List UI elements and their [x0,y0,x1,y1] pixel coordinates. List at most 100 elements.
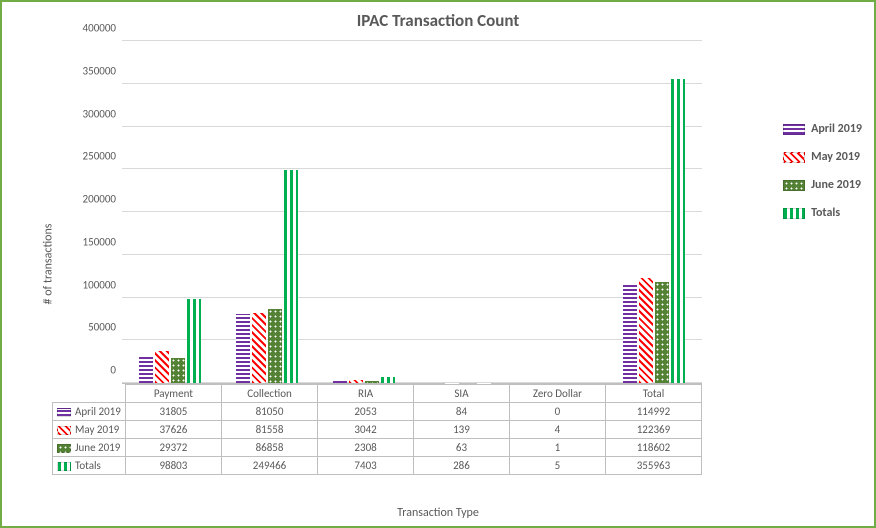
y-tick-label: 150000 [66,235,116,248]
gridline [122,40,702,41]
row-label: Totals [75,459,101,472]
table-column-header: Zero Dollar [509,385,605,403]
table-cell: 2308 [318,439,414,457]
bar [187,299,201,383]
row-label: April 2019 [75,405,121,418]
table-column-header: Payment [125,385,221,403]
legend-swatch [783,180,805,191]
chart-container: IPAC Transaction Count # of transactions… [0,0,876,528]
y-tick-label: 50000 [66,321,116,334]
gridline [122,83,702,84]
table-cell: 122369 [605,421,701,439]
legend-item: May 2019 [783,150,862,164]
table-corner-cell [53,385,126,403]
table-row: May 2019 376268155830421394122369 [53,421,702,439]
row-swatch [57,426,71,435]
y-tick-label: 300000 [66,107,116,120]
row-label: May 2019 [75,423,119,436]
table-row: April 2019 31805810502053840114992 [53,403,702,421]
table-cell: 4 [509,421,605,439]
bar [381,377,395,383]
x-axis-label: Transaction Type [2,506,874,520]
y-tick-label: 100000 [66,278,116,291]
bar [349,380,363,383]
gridline [122,339,702,340]
legend-swatch [783,208,805,219]
bar [365,381,379,383]
table-cell: 118602 [605,439,701,457]
legend-label: May 2019 [811,150,860,164]
gridline [122,126,702,127]
row-swatch [57,462,71,471]
row-label: June 2019 [75,441,120,454]
table-row-header: April 2019 [53,403,126,421]
row-swatch [57,408,71,417]
legend-label: Totals [811,206,840,220]
table-column-header: Collection [221,385,317,403]
legend-label: June 2019 [811,178,861,192]
table-cell: 0 [509,403,605,421]
legend-swatch [783,152,805,163]
legend-label: April 2019 [811,122,862,136]
table-cell: 2053 [318,403,414,421]
bar [171,358,185,383]
bar [236,314,250,383]
table-cell: 249466 [221,457,317,475]
bar [268,309,282,383]
legend-swatch [783,124,805,135]
data-table: PaymentCollectionRIASIAZero DollarTotalA… [52,384,702,475]
y-tick-label: 200000 [66,193,116,206]
bar [155,351,169,383]
table-column-header: Total [605,385,701,403]
legend-item: June 2019 [783,178,862,192]
table-cell: 29372 [125,439,221,457]
bar [639,278,653,383]
gridline [122,168,702,169]
y-tick-label: 250000 [66,150,116,163]
table-row-header: June 2019 [53,439,126,457]
bar [333,381,347,383]
table-cell: 98803 [125,457,221,475]
table-row: June 2019 29372868582308631118602 [53,439,702,457]
table-cell: 355963 [605,457,701,475]
table-row-header: May 2019 [53,421,126,439]
table-cell: 286 [414,457,510,475]
table-cell: 84 [414,403,510,421]
gridline [122,211,702,212]
bar [284,170,298,383]
table-cell: 31805 [125,403,221,421]
gridline [122,297,702,298]
y-tick-label: 0 [66,364,116,377]
chart-title: IPAC Transaction Count [2,10,874,31]
gridline [122,254,702,255]
table-cell: 7403 [318,457,414,475]
bar [252,313,266,383]
table-row: Totals 9880324946674032865355963 [53,457,702,475]
table-cell: 86858 [221,439,317,457]
y-axis-label: # of transactions [41,224,55,305]
legend: April 2019 May 2019 June 2019 Totals [783,122,862,234]
y-tick-label: 400000 [66,22,116,35]
y-tick-label: 350000 [66,64,116,77]
table-cell: 1 [509,439,605,457]
table-cell: 81050 [221,403,317,421]
table-column-header: SIA [414,385,510,403]
legend-item: April 2019 [783,122,862,136]
table-cell: 63 [414,439,510,457]
table-cell: 3042 [318,421,414,439]
table-cell: 5 [509,457,605,475]
plot-area: 0500001000001500002000002500003000003500… [122,42,702,384]
table-column-header: RIA [318,385,414,403]
bar [139,356,153,383]
table-cell: 114992 [605,403,701,421]
table-row-header: Totals [53,457,126,475]
bar [623,285,637,383]
table-header-row: PaymentCollectionRIASIAZero DollarTotal [53,385,702,403]
bar [671,79,685,383]
bar [655,282,669,383]
table-cell: 139 [414,421,510,439]
gridline [122,382,702,383]
legend-item: Totals [783,206,862,220]
table-cell: 81558 [221,421,317,439]
table-cell: 37626 [125,421,221,439]
